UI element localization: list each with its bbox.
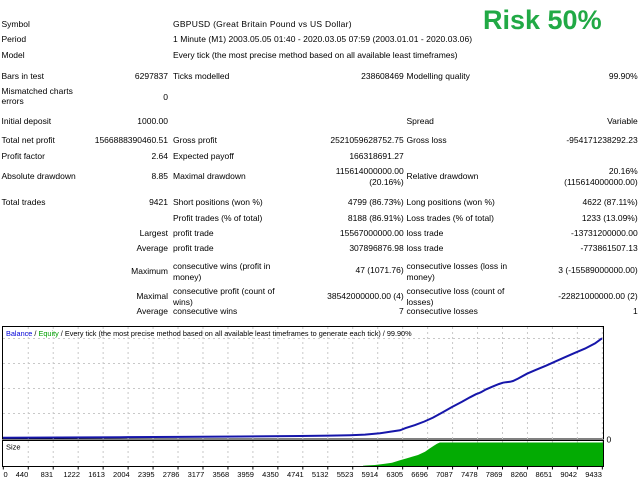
svg-text:6696: 6696 (411, 470, 428, 479)
svg-text:5132: 5132 (312, 470, 329, 479)
svg-text:6305: 6305 (386, 470, 403, 479)
svg-text:0: 0 (4, 470, 8, 479)
svg-text:7478: 7478 (461, 470, 478, 479)
svg-text:1222: 1222 (63, 470, 80, 479)
svg-text:8260: 8260 (511, 470, 528, 479)
svg-text:Balance / Equity / Every tick: Balance / Equity / Every tick (the most … (6, 329, 412, 338)
svg-text:9042: 9042 (560, 470, 577, 479)
svg-text:5914: 5914 (362, 470, 379, 479)
svg-text:2395: 2395 (138, 470, 155, 479)
svg-text:2786: 2786 (163, 470, 180, 479)
svg-text:3177: 3177 (188, 470, 205, 479)
svg-text:Size: Size (6, 443, 21, 452)
svg-text:831: 831 (41, 470, 54, 479)
svg-text:5523: 5523 (337, 470, 354, 479)
svg-text:2004: 2004 (113, 470, 130, 479)
svg-text:4350: 4350 (262, 470, 279, 479)
svg-text:3959: 3959 (237, 470, 254, 479)
svg-text:4741: 4741 (287, 470, 304, 479)
svg-text:1613: 1613 (88, 470, 105, 479)
svg-text:7087: 7087 (436, 470, 453, 479)
svg-text:9433: 9433 (585, 470, 602, 479)
svg-text:0: 0 (607, 435, 612, 445)
svg-text:3568: 3568 (212, 470, 229, 479)
svg-text:8651: 8651 (536, 470, 553, 479)
svg-text:7869: 7869 (486, 470, 503, 479)
svg-text:440: 440 (16, 470, 29, 479)
